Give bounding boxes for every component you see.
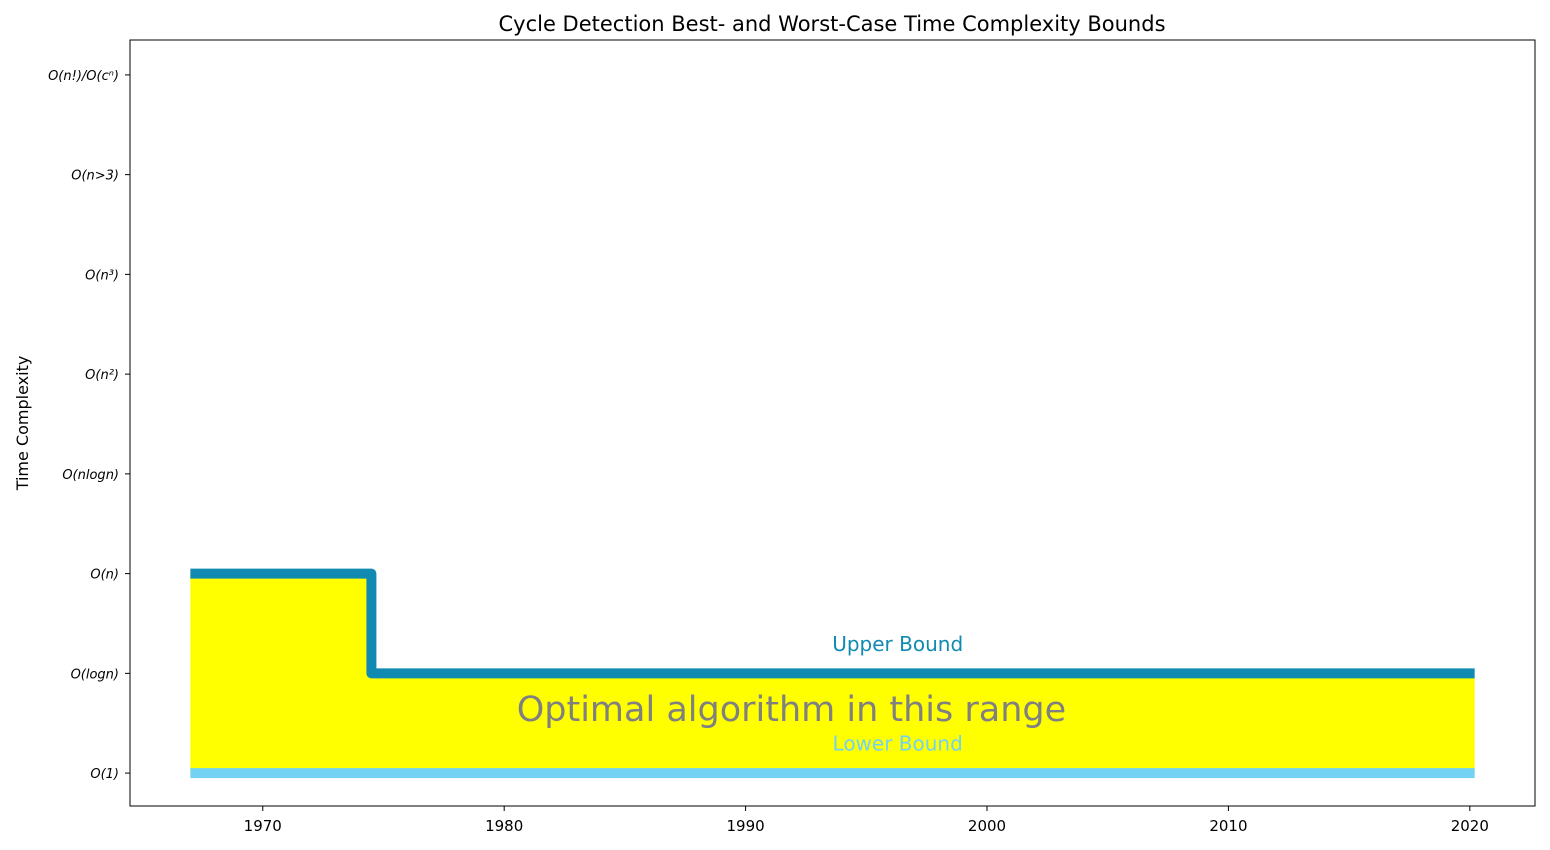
annotations: Upper Bound Optimal algorithm in this ran…: [517, 632, 1066, 756]
x-tick-label: 2010: [1209, 817, 1247, 835]
x-tick-label: 1970: [244, 817, 282, 835]
y-tick-label: O(n³): [85, 268, 119, 283]
lower-bound-label: Lower Bound: [833, 732, 963, 756]
y-tick-label: O(n): [90, 568, 119, 583]
upper-bound-label: Upper Bound: [832, 632, 963, 656]
chart-title: Cycle Detection Best- and Worst-Case Tim…: [498, 12, 1165, 36]
x-tick-label: 2020: [1451, 817, 1489, 835]
x-tick-label: 1980: [485, 817, 523, 835]
axis-ticks: 1970 1980 1990 2000 2010 2020 O(1) O(logn) O(n) O…: [48, 69, 1489, 835]
optimal-range-label: Optimal algorithm in this range: [517, 690, 1066, 730]
y-tick-label: O(n>3): [71, 169, 119, 184]
y-tick-label: O(n²): [85, 368, 119, 383]
y-tick-label: O(n!)/O(cⁿ): [48, 69, 119, 84]
plot-area: [190, 568, 1475, 779]
y-tick-label: O(nlogn): [62, 468, 119, 483]
x-tick-label: 1990: [726, 817, 764, 835]
y-tick-label: O(1): [90, 767, 119, 782]
plot-frame: [129, 39, 1536, 807]
optimal-range-fill: [190, 573, 1475, 774]
y-tick-label: O(logn): [71, 667, 119, 682]
y-axis-label: Time Complexity: [13, 356, 32, 492]
upper-bound-line: [190, 568, 1475, 679]
x-tick-label: 2000: [968, 817, 1006, 835]
